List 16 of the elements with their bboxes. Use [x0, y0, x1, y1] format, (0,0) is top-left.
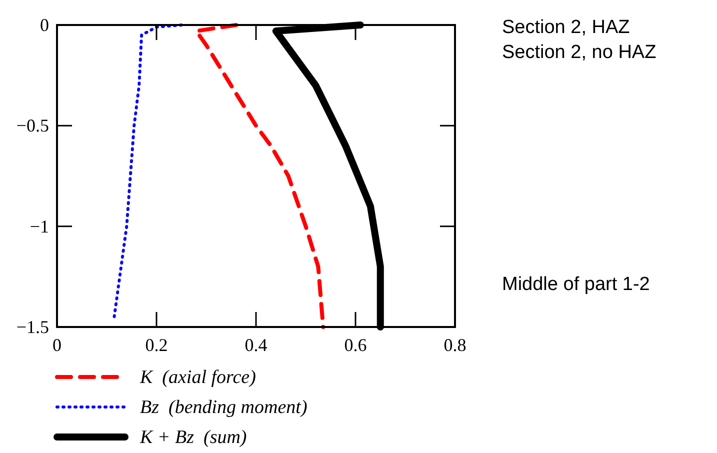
- x-tick-label: 0.8: [444, 335, 466, 355]
- line-series: [112, 24, 183, 318]
- legend-label: Bz (bending moment): [140, 397, 308, 418]
- x-tick-label: 0.6: [344, 335, 367, 355]
- x-tick-label: 0: [52, 335, 62, 355]
- text: Section 2, no HAZ: [502, 42, 657, 63]
- text: Section 2, HAZ: [502, 17, 630, 38]
- y-tick-label: −0.5: [16, 116, 49, 136]
- legend-label: K + Bz (sum): [139, 427, 247, 448]
- y-tick-label: −1: [30, 216, 49, 236]
- legend-label: K (axial force): [139, 367, 256, 388]
- x-tick-label: 0.4: [244, 335, 268, 355]
- x-tick-label: 0.2: [145, 335, 168, 355]
- y-tick-label: 0: [40, 15, 49, 35]
- y-tick-label: −1.5: [16, 317, 49, 337]
- text: Middle of part 1-2: [502, 274, 650, 295]
